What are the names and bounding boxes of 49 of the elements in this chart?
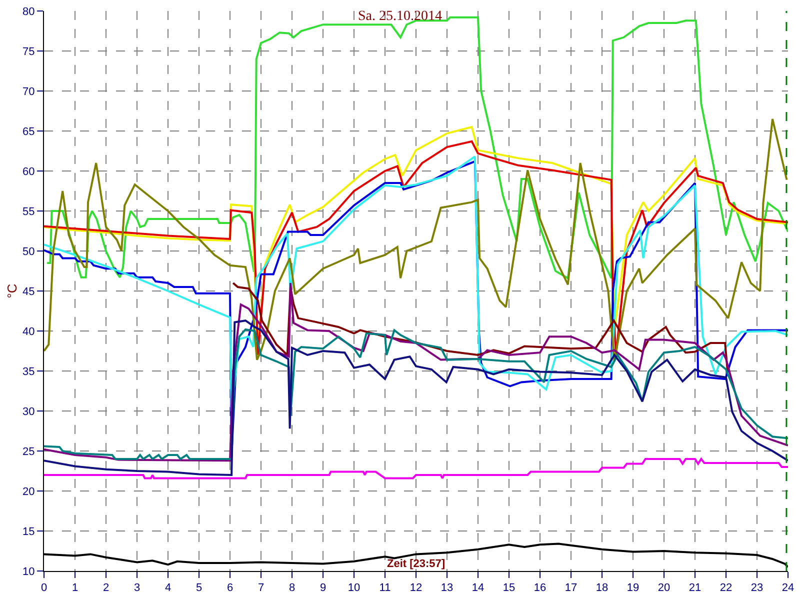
x-tick-label: 15 <box>502 582 516 594</box>
x-tick-label: 19 <box>626 582 640 594</box>
x-tick-label: 0 <box>40 582 48 594</box>
chart-title: Sa. 25.10.2014 <box>358 8 442 24</box>
y-axis-title: °C <box>4 284 20 298</box>
x-tick-label: 14 <box>472 582 484 594</box>
y-tick-label: 20 <box>22 486 35 498</box>
y-tick-label: 55 <box>22 206 35 218</box>
y-tick-label: 45 <box>22 286 35 298</box>
x-tick-label: 11 <box>379 582 391 594</box>
line-series <box>44 458 788 480</box>
x-tick-label: 23 <box>750 582 764 594</box>
line-series <box>44 282 788 462</box>
y-tick-label: 65 <box>22 126 35 138</box>
x-tick-label: 5 <box>196 582 202 594</box>
x-tick-label: 24 <box>782 582 794 594</box>
x-tick-label: 8 <box>288 582 296 594</box>
x-tick-label: 10 <box>348 582 360 594</box>
x-tick-label: 4 <box>164 582 172 594</box>
x-tick-label: 12 <box>410 582 422 594</box>
y-tick-label: 25 <box>22 446 35 458</box>
y-tick-label: 50 <box>22 246 35 258</box>
x-tick-label: 21 <box>688 582 702 594</box>
x-axis-title: Zeit [23:57] <box>387 558 446 570</box>
line-series <box>44 320 788 476</box>
y-tick-label: 30 <box>22 406 35 418</box>
x-tick-label: 13 <box>440 582 454 594</box>
x-tick-label: 6 <box>226 582 234 594</box>
y-tick-label: 10 <box>22 566 35 578</box>
y-tick-label: 40 <box>22 326 35 338</box>
x-tick-label: 22 <box>720 582 732 594</box>
x-tick-label: 18 <box>596 582 608 594</box>
x-tick-label: 2 <box>102 582 110 594</box>
x-tick-label: 7 <box>258 582 264 594</box>
x-tick-label: 17 <box>564 582 578 594</box>
y-tick-label: 70 <box>22 86 35 98</box>
line-series <box>44 156 788 412</box>
x-tick-label: 16 <box>534 582 546 594</box>
x-tick-label: 9 <box>320 582 326 594</box>
x-tick-label: 20 <box>658 582 670 594</box>
line-series <box>232 282 729 372</box>
y-tick-label: 15 <box>22 526 35 538</box>
x-tick-label: 3 <box>134 582 140 594</box>
y-tick-label: 80 <box>22 6 35 18</box>
x-tick-label: 1 <box>72 582 78 594</box>
y-tick-label: 35 <box>22 366 35 378</box>
y-tick-label: 75 <box>22 46 35 58</box>
y-tick-label: 60 <box>22 166 35 178</box>
line-series <box>44 328 788 460</box>
